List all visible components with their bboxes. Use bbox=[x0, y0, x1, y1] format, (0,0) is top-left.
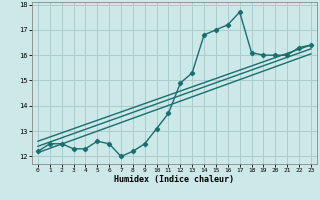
X-axis label: Humidex (Indice chaleur): Humidex (Indice chaleur) bbox=[115, 175, 234, 184]
